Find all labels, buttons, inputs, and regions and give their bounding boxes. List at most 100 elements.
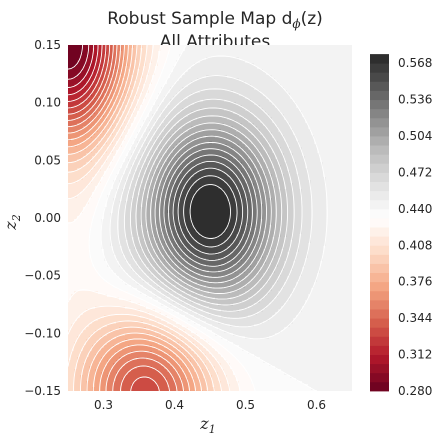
- contour-cell: [317, 195, 321, 199]
- contour-cell: [188, 45, 192, 49]
- contour-cell: [317, 99, 321, 103]
- contour-cell: [185, 132, 189, 136]
- contour-cell: [227, 192, 231, 196]
- contour-cell: [80, 201, 84, 205]
- contour-cell: [269, 57, 273, 61]
- contour-cell: [350, 114, 352, 118]
- contour-cell: [119, 54, 123, 58]
- contour-cell: [335, 141, 339, 145]
- contour-cell: [260, 84, 264, 88]
- contour-cell: [179, 174, 183, 178]
- contour-cell: [236, 168, 240, 172]
- contour-cell: [68, 126, 72, 130]
- contour-cell: [344, 174, 348, 178]
- contour-cell: [293, 48, 297, 52]
- contour-cell: [272, 108, 276, 112]
- contour-cell: [143, 147, 147, 151]
- contour-cell: [293, 57, 297, 61]
- contour-cell: [266, 105, 270, 109]
- contour-cell: [239, 69, 243, 73]
- contour-cell: [251, 144, 255, 148]
- contour-cell: [200, 120, 204, 124]
- contour-cell: [197, 153, 201, 157]
- contour-cell: [170, 84, 174, 88]
- contour-cell: [296, 51, 300, 55]
- contour-cell: [137, 75, 141, 79]
- contour-cell: [332, 132, 336, 136]
- contour-cell: [173, 72, 177, 76]
- contour-cell: [332, 120, 336, 124]
- contour-cell: [302, 93, 306, 97]
- contour-cell: [293, 132, 297, 136]
- contour-cell: [305, 87, 309, 91]
- contour-cell: [134, 165, 138, 169]
- contour-cell: [185, 153, 189, 157]
- contour-cell: [332, 63, 336, 67]
- contour-cell: [314, 138, 318, 142]
- contour-cell: [176, 66, 180, 70]
- contour-cell: [152, 165, 156, 169]
- contour-cell: [347, 120, 351, 124]
- contour-cell: [272, 177, 276, 181]
- contour-cell: [272, 135, 276, 139]
- contour-cell: [245, 186, 249, 190]
- contour-cell: [155, 114, 159, 118]
- contour-cell: [302, 159, 306, 163]
- contour-cell: [173, 180, 177, 184]
- contour-cell: [68, 186, 72, 190]
- contour-cell: [317, 189, 321, 193]
- contour-cell: [287, 111, 291, 115]
- contour-cell: [245, 165, 249, 169]
- contour-cell: [254, 186, 258, 190]
- contour-cell: [254, 147, 258, 151]
- contour-cell: [152, 48, 156, 52]
- contour-cell: [281, 66, 285, 70]
- contour-cell: [281, 144, 285, 148]
- contour-cell: [122, 48, 126, 52]
- contour-cell: [140, 183, 144, 187]
- contour-cell: [242, 60, 246, 64]
- contour-cell: [197, 81, 201, 85]
- contour-cell: [305, 72, 309, 76]
- contour-cell: [323, 120, 327, 124]
- contour-cell: [344, 135, 348, 139]
- contour-cell: [350, 120, 352, 124]
- contour-cell: [272, 90, 276, 94]
- contour-cell: [266, 156, 270, 160]
- contour-cell: [341, 48, 345, 52]
- contour-cell: [335, 132, 339, 136]
- contour-cell: [311, 120, 315, 124]
- contour-cell: [296, 84, 300, 88]
- contour-cell: [77, 111, 81, 115]
- contour-cell: [77, 162, 81, 166]
- contour-cell: [137, 189, 141, 193]
- contour-cell: [326, 198, 330, 202]
- contour-cell: [251, 90, 255, 94]
- contour-cell: [206, 162, 210, 166]
- contour-cell: [164, 123, 168, 127]
- contour-cell: [164, 153, 168, 157]
- contour-cell: [95, 156, 99, 160]
- contour-cell: [104, 114, 108, 118]
- contour-cell: [263, 75, 267, 79]
- contour-cell: [131, 108, 135, 112]
- contour-cell: [137, 201, 141, 205]
- contour-cell: [317, 171, 321, 175]
- contour-cell: [236, 48, 240, 52]
- contour-cell: [323, 72, 327, 76]
- contour-cell: [242, 81, 246, 85]
- contour-cell: [209, 195, 213, 199]
- contour-cell: [323, 165, 327, 169]
- contour-cell: [164, 102, 168, 106]
- contour-cell: [197, 48, 201, 52]
- contour-cell: [164, 177, 168, 181]
- contour-cell: [149, 57, 153, 61]
- contour-cell: [281, 126, 285, 130]
- contour-cell: [344, 159, 348, 163]
- contour-cell: [275, 66, 279, 70]
- contour-cell: [212, 108, 216, 112]
- contour-cell: [71, 150, 75, 154]
- contour-cell: [68, 78, 72, 82]
- contour-cell: [101, 183, 105, 187]
- contour-cell: [191, 99, 195, 103]
